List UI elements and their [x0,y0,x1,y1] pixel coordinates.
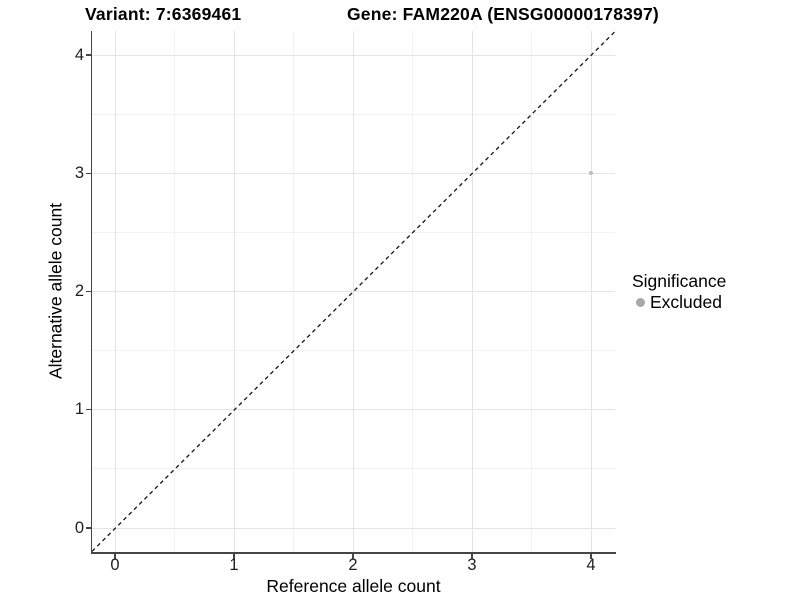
identity-reference-dashed-line [92,31,615,552]
x-axis-tick [233,553,235,559]
legend-point-swatch [636,297,645,307]
y-tick-label: 3 [74,163,84,182]
y-tick-label: 0 [74,518,84,537]
data-point [588,171,594,176]
plot-panel [92,31,615,552]
x-tick-label: 3 [467,556,477,574]
gridline-y-major [92,409,615,411]
y-tick-label: 2 [74,282,84,300]
plot-title-gene: Gene: FAM220A (ENSG00000178397) [347,4,659,24]
y-tick-label: 4 [74,45,84,64]
y-tick-label: 1 [74,400,84,419]
x-tick-label: 2 [348,556,358,574]
gridline-y-major [92,527,615,529]
x-axis-tick [352,553,354,559]
gridline-y-major [92,54,615,56]
x-tick-label: 4 [586,556,596,574]
legend-item-excluded: Excluded [632,293,726,311]
y-axis-tick [85,54,91,56]
y-axis-tick [85,172,91,174]
x-axis-tick [471,553,473,559]
gridline-y-minor [92,468,615,470]
legend: Significance Excluded [632,272,726,311]
x-axis-tick [590,553,592,559]
gridline-y-major [92,291,615,292]
y-axis-tick [85,409,91,411]
gridline-y-minor [92,113,615,115]
x-axis-tick [114,553,116,559]
legend-title: Significance [632,271,727,291]
gridline-y-minor [92,350,615,352]
y-axis-tick [85,290,91,293]
x-tick-label: 1 [229,556,239,574]
y-axis-tick [85,527,91,529]
x-tick-label: 0 [110,556,120,574]
y-axis-line [90,31,93,554]
plot-title-variant: Variant: 7:6369461 [85,4,242,24]
legend-item-label: Excluded [650,292,722,312]
x-axis-title: Reference allele count [266,576,441,596]
gridlines-layer [92,31,615,552]
gridline-y-major [92,172,615,174]
x-axis-line [90,552,616,554]
gridline-y-minor [92,231,615,233]
